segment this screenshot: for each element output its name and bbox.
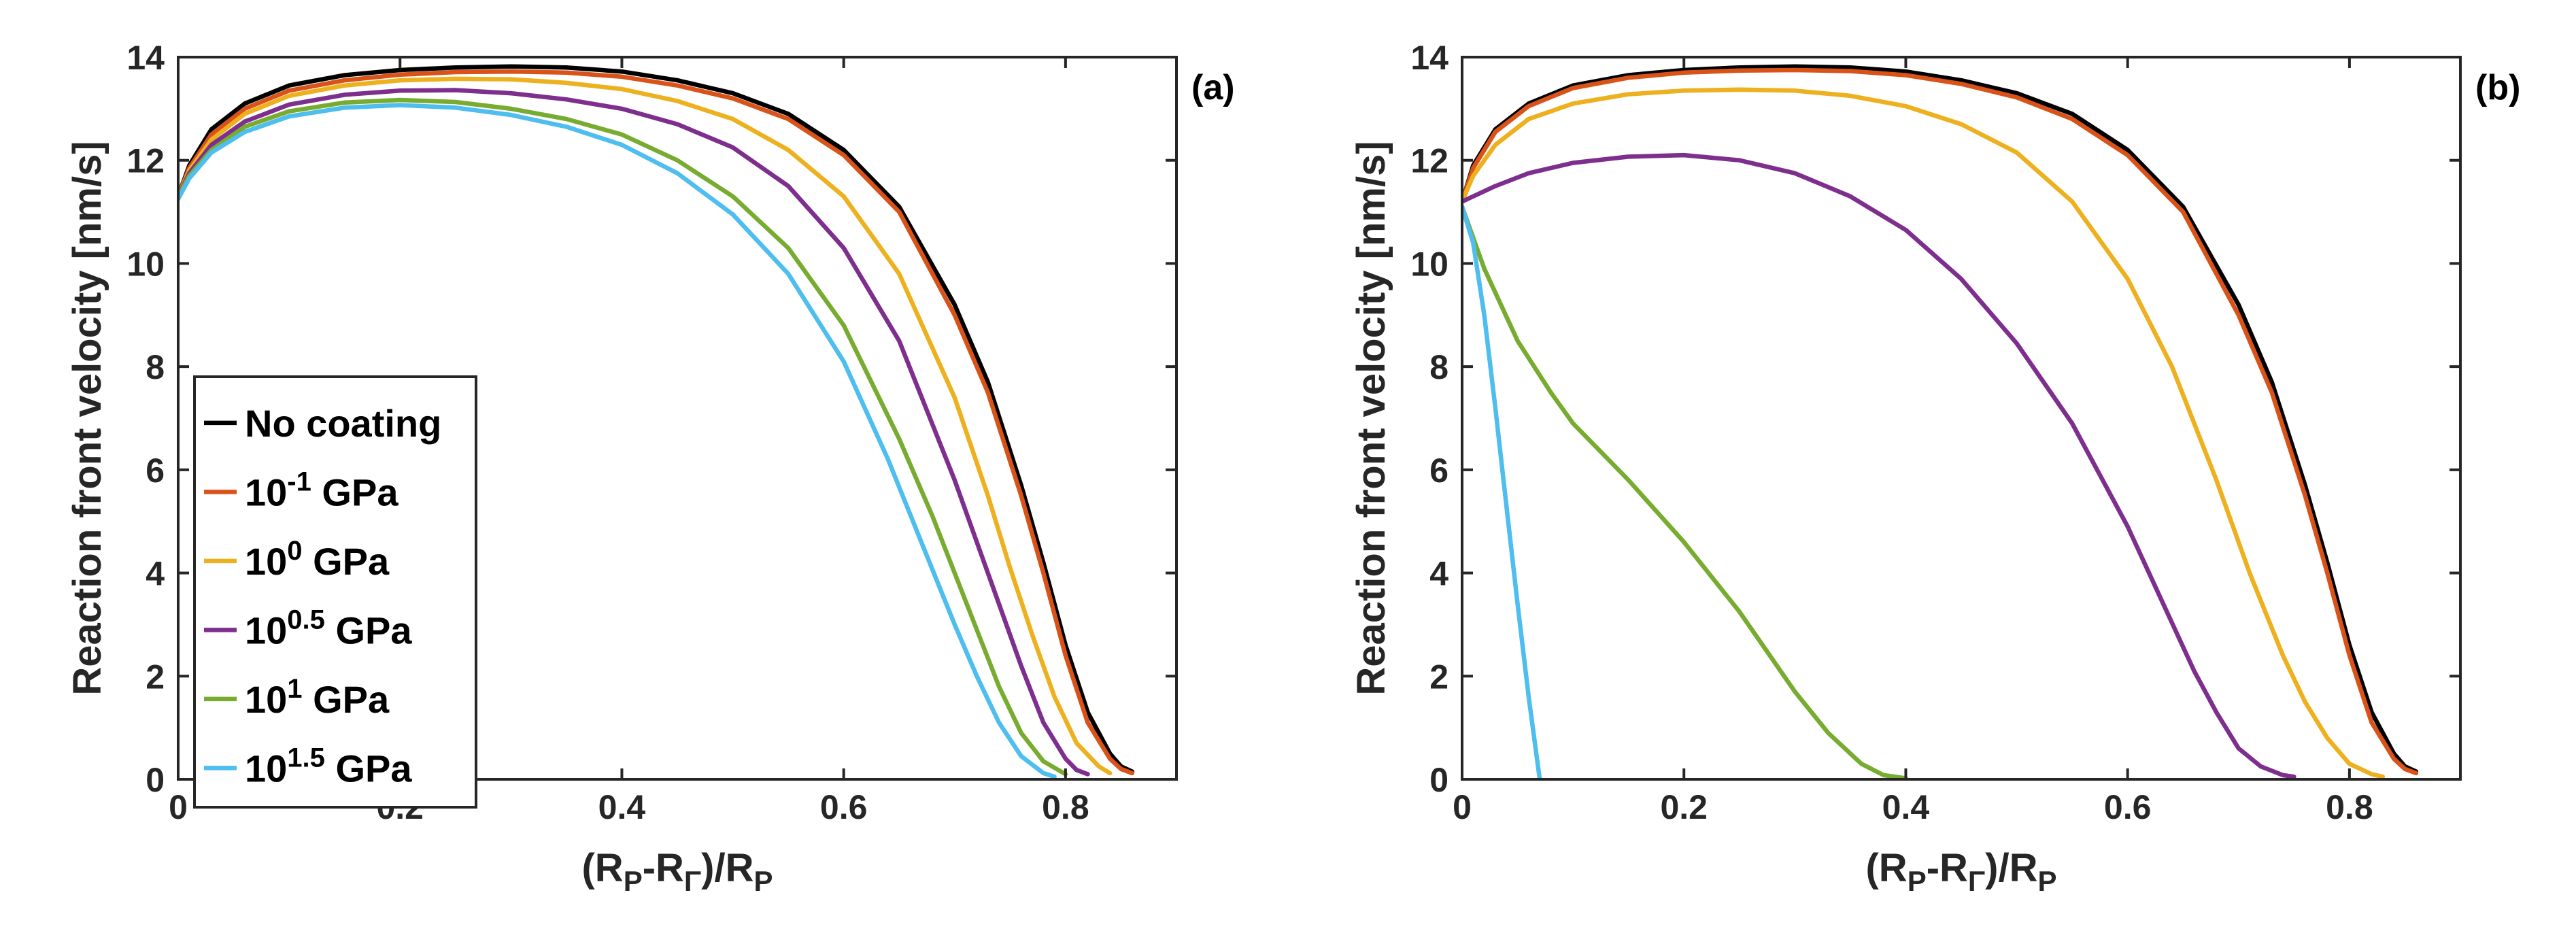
x-axis-title: (RP-RΓ)/RP: [581, 846, 773, 897]
series-line-1: [1462, 67, 2419, 776]
y-tick-label: 8: [146, 348, 165, 386]
legend: No coating 10-1 GPa 100 GPa 100.5 GPa 101 GP…: [193, 375, 477, 809]
panel-label: (a): [1191, 68, 1235, 107]
x-tick-label: 0.6: [820, 788, 868, 826]
legend-entry: No coating: [245, 402, 441, 445]
y-tick-label: 14: [126, 39, 165, 77]
series-line-4: [1462, 204, 1908, 779]
y-tick-label: 10: [126, 245, 165, 283]
panel-b: 0 0.2 0.4 0.6 0.8 0 2 4 6 8 10 12 14 (b) Reaction fron…: [1349, 39, 2520, 897]
series-group: [1462, 64, 2419, 779]
axes-box: [1461, 56, 2462, 781]
series-line-3: [178, 88, 1090, 777]
series-group: [178, 64, 1135, 779]
y-tick-label: 12: [1410, 142, 1448, 180]
legend-entry: 100 GPa: [245, 536, 390, 583]
y-tick-label: 0: [146, 761, 165, 799]
y-tick-label: 4: [1429, 555, 1448, 593]
x-axis-title: (RP-RΓ)/RP: [1865, 846, 2056, 897]
y-tick-label: 12: [126, 142, 165, 180]
x-tick-label: 0.8: [2326, 788, 2373, 826]
x-tick-label: 0.6: [2104, 788, 2152, 826]
legend-box: [193, 375, 477, 809]
legend-entry: 101.5 GPa: [245, 743, 412, 790]
panel-label: (b): [2475, 68, 2520, 107]
y-tick-label: 0: [1429, 761, 1448, 799]
x-tick-label: 0: [169, 788, 188, 826]
x-tick-label: 0.4: [598, 788, 646, 826]
legend-entry: 10-1 GPa: [245, 466, 399, 513]
series-line-5: [178, 103, 1057, 779]
x-tick-label: 0.2: [1660, 788, 1708, 826]
y-tick-label: 6: [146, 452, 165, 490]
series-line-1: [178, 69, 1135, 776]
series-line-5: [1462, 204, 1542, 779]
axes-box: [177, 56, 1178, 781]
series-line-2: [1462, 87, 2386, 779]
x-tick-label: 0.8: [1042, 788, 1089, 826]
y-tick-label: 8: [1429, 348, 1448, 386]
y-axis-title: Reaction front velocity [nm/s]: [65, 141, 109, 695]
series-line-2: [178, 76, 1113, 776]
x-tick-label: 0: [1453, 788, 1472, 826]
legend-entry: 100.5 GPa: [245, 605, 412, 651]
x-tick-label: 0.4: [1882, 788, 1930, 826]
y-tick-label: 4: [146, 555, 165, 593]
series-line-0: [1462, 64, 2419, 774]
series-line-3: [1462, 152, 2297, 779]
y-tick-label: 2: [1429, 658, 1448, 696]
y-tick-label: 10: [1410, 245, 1448, 283]
legend-entry: 101 GPa: [245, 674, 390, 721]
y-tick-label: 14: [1410, 39, 1448, 77]
series-line-0: [178, 64, 1135, 774]
y-axis-title: Reaction front velocity [nm/s]: [1349, 141, 1393, 695]
y-tick-label: 2: [146, 658, 165, 696]
series-line-4: [178, 97, 1068, 777]
y-tick-label: 6: [1429, 452, 1448, 490]
